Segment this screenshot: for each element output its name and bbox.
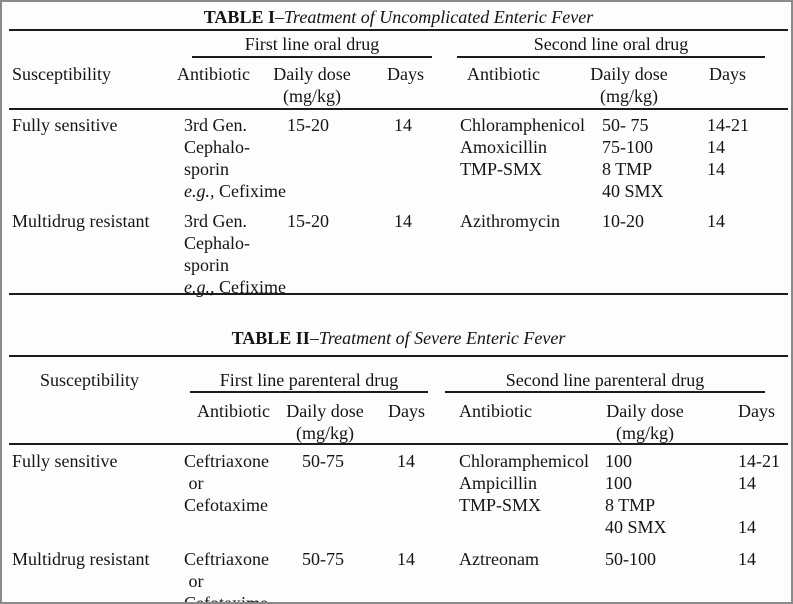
- cell-antibiotic-first: 3rd Gen. Cephalo- sporin e.g., Cefixime: [184, 210, 289, 298]
- cell-days-second: 14: [738, 549, 756, 569]
- cell-daily-dose-second: 100 100 8 TMP 40 SMX: [605, 451, 667, 537]
- cell-antibiotic-first-rest: Cefixime: [214, 181, 286, 201]
- cell-days-first: 14: [394, 211, 412, 231]
- table-i-column-header-susceptibility: Susceptibility: [12, 64, 111, 84]
- table-i-column-header-daily-dose-first: Daily dose (mg/kg): [273, 64, 351, 106]
- cell-daily-dose-first: 50-75: [302, 549, 344, 569]
- table-ii-header-rule: [9, 443, 788, 445]
- cell-antibiotic-second: Azithromycin: [460, 211, 560, 231]
- table-ii-title-label: TABLE II: [231, 328, 310, 348]
- cell-antibiotic-second: Chloramphemicol Ampicillin TMP-SMX: [459, 451, 589, 515]
- cell-antibiotic-second: Chloramphenicol Amoxicillin TMP-SMX: [460, 115, 585, 179]
- table-ii-title-text: –Treatment of Severe Enteric Fever: [309, 328, 566, 348]
- cell-daily-dose-second: 50- 75 75-100 8 TMP 40 SMX: [602, 115, 664, 201]
- table-i-group-underline-first: [192, 56, 432, 58]
- cell-daily-dose-first: 15-20: [287, 115, 329, 135]
- cell-antibiotic-first-eg: e.g.,: [184, 277, 215, 297]
- table-i-header-rule: [9, 108, 788, 110]
- table-i-title-label: TABLE I: [203, 7, 275, 27]
- table-ii-column-header-antibiotic-first: Antibiotic: [197, 401, 270, 421]
- cell-daily-dose-second: 50-100: [605, 549, 656, 569]
- table-ii-group-underline-second: [445, 391, 765, 393]
- table-i-group-underline-second: [457, 56, 765, 58]
- cell-antibiotic-first: Ceftriaxone or Cefotaxime: [184, 549, 269, 604]
- table-ii-group-header-second: Second line parenteral drug: [505, 370, 705, 390]
- table-ii-column-header-days-second: Days: [738, 401, 775, 421]
- cell-antibiotic-first: 3rd Gen. Cephalo- sporin e.g., Cefixime: [184, 114, 289, 202]
- table-i-column-header-antibiotic-second: Antibiotic: [467, 64, 540, 84]
- cell-susceptibility: Multidrug resistant: [12, 549, 150, 569]
- cell-daily-dose-second: 10-20: [602, 211, 644, 231]
- cell-antibiotic-first-lines: 3rd Gen. Cephalo- sporin: [184, 211, 250, 275]
- table-i-column-header-days-second: Days: [709, 64, 746, 84]
- table-ii-column-header-antibiotic-second: Antibiotic: [459, 401, 532, 421]
- cell-antibiotic-first-eg: e.g.,: [184, 181, 215, 201]
- cell-antibiotic-first-rest: Cefixime: [214, 277, 286, 297]
- cell-daily-dose-first: 15-20: [287, 211, 329, 231]
- table-ii-group-header-first: First line parenteral drug: [219, 370, 399, 390]
- cell-susceptibility: Fully sensitive: [12, 115, 118, 135]
- table-i-title: TABLE I–Treatment of Uncomplicated Enter…: [9, 6, 788, 28]
- cell-susceptibility: Fully sensitive: [12, 451, 118, 471]
- cell-days-second: 14-21 14 14: [738, 451, 780, 537]
- table-i-column-header-antibiotic-first: Antibiotic: [177, 64, 250, 84]
- table-i-column-header-daily-dose-second: Daily dose (mg/kg): [590, 64, 668, 106]
- table-i-top-rule: [9, 29, 788, 31]
- cell-antibiotic-first: Ceftriaxone or Cefotaxime: [184, 451, 269, 515]
- table-ii-column-header-daily-dose-first: Daily dose (mg/kg): [286, 401, 364, 443]
- table-ii-title: TABLE II–Treatment of Severe Enteric Fev…: [9, 327, 788, 349]
- table-ii-column-header-daily-dose-second: Daily dose (mg/kg): [606, 401, 684, 443]
- table-i-bottom-rule: [9, 293, 788, 295]
- table-ii-group-underline-first: [190, 391, 428, 393]
- cell-days-second: 14: [707, 211, 725, 231]
- cell-daily-dose-first: 50-75: [302, 451, 344, 471]
- table-i-column-header-days-first: Days: [387, 64, 424, 84]
- table-ii-column-header-days-first: Days: [388, 401, 425, 421]
- cell-days-second: 14-21 14 14: [707, 115, 749, 179]
- cell-antibiotic-first-lines: 3rd Gen. Cephalo- sporin: [184, 115, 250, 179]
- cell-antibiotic-second: Aztreonam: [459, 549, 539, 569]
- table-ii-column-header-susceptibility: Susceptibility: [40, 370, 139, 390]
- table-i-group-header-first: First line oral drug: [244, 34, 380, 54]
- cell-days-first: 14: [397, 549, 415, 569]
- table-i-title-text: –Treatment of Uncomplicated Enteric Feve…: [274, 7, 594, 27]
- cell-days-first: 14: [397, 451, 415, 471]
- cell-susceptibility: Multidrug resistant: [12, 211, 150, 231]
- table-i-group-header-second: Second line oral drug: [533, 34, 689, 54]
- table-ii-top-rule: [9, 355, 788, 357]
- cell-days-first: 14: [394, 115, 412, 135]
